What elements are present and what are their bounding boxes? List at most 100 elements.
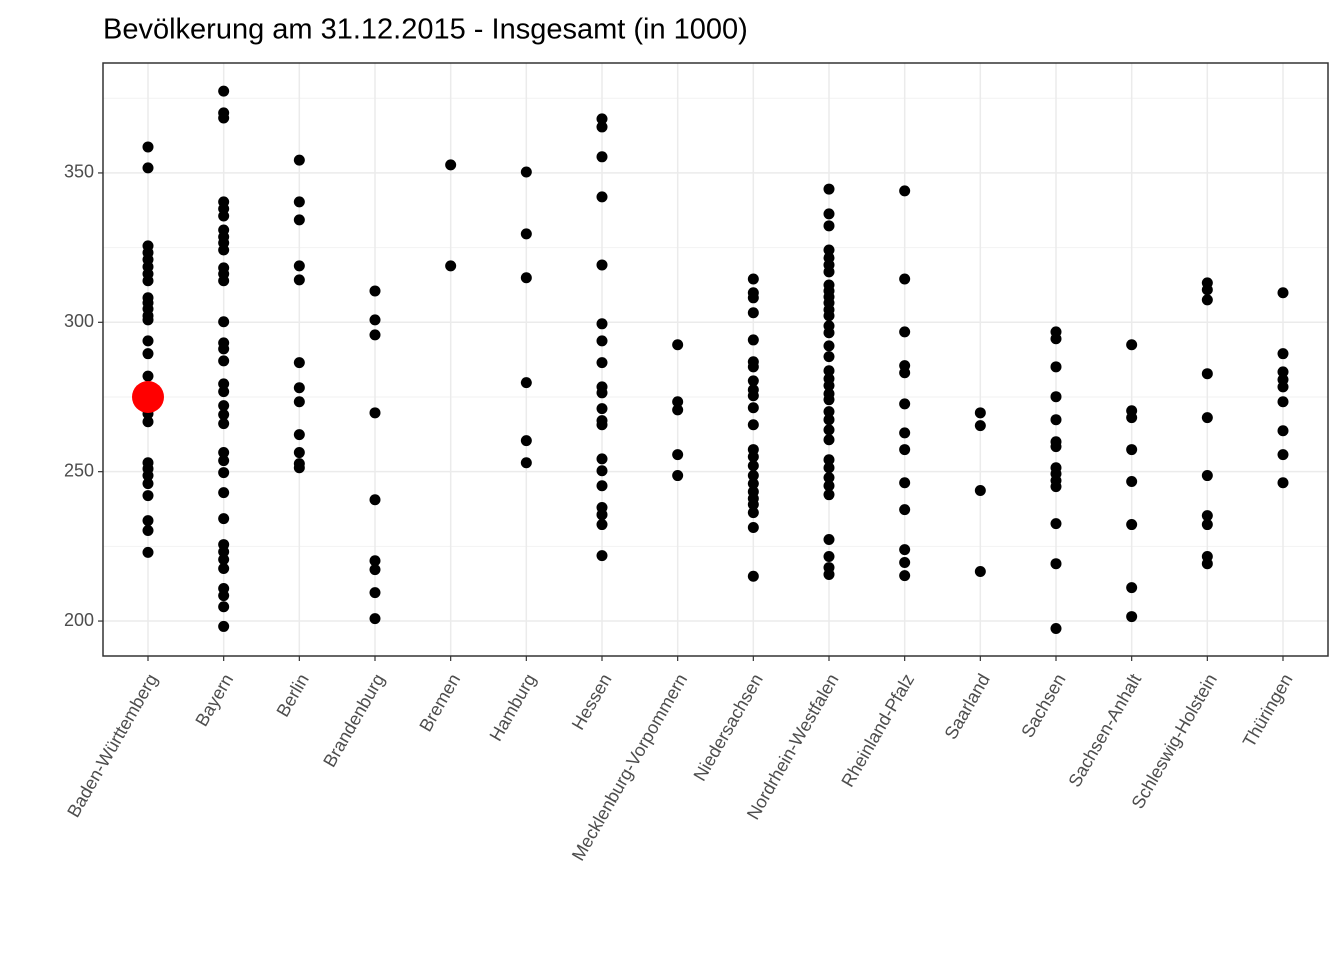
data-point bbox=[747, 470, 759, 482]
data-point bbox=[899, 556, 911, 568]
data-point bbox=[142, 314, 154, 326]
data-point bbox=[899, 427, 911, 439]
data-point bbox=[218, 343, 230, 355]
data-point bbox=[293, 396, 305, 408]
x-tick-label: Sachsen bbox=[1017, 670, 1069, 741]
data-point bbox=[142, 370, 154, 382]
data-point bbox=[899, 367, 911, 379]
data-point bbox=[218, 85, 230, 97]
data-point bbox=[596, 357, 608, 369]
data-point bbox=[1050, 623, 1062, 635]
data-point bbox=[899, 273, 911, 285]
data-point bbox=[1050, 333, 1062, 345]
data-point bbox=[823, 208, 835, 220]
data-point bbox=[1126, 611, 1138, 623]
data-point bbox=[142, 275, 154, 287]
data-point bbox=[899, 544, 911, 556]
x-tick-label: Hamburg bbox=[486, 670, 540, 744]
data-point bbox=[823, 340, 835, 352]
data-point bbox=[369, 314, 381, 326]
data-point bbox=[596, 259, 608, 271]
data-point bbox=[218, 275, 230, 287]
data-point bbox=[899, 444, 911, 456]
data-point bbox=[293, 462, 305, 474]
data-point bbox=[293, 382, 305, 394]
data-point bbox=[293, 154, 305, 166]
data-point bbox=[596, 191, 608, 203]
data-point bbox=[899, 185, 911, 197]
data-point bbox=[823, 533, 835, 545]
data-point bbox=[1277, 287, 1289, 299]
x-tick-label: Hessen bbox=[568, 670, 616, 733]
data-point bbox=[747, 451, 759, 463]
data-point bbox=[823, 327, 835, 339]
data-point bbox=[1050, 361, 1062, 373]
data-point bbox=[823, 244, 835, 256]
data-point bbox=[1126, 476, 1138, 488]
data-point bbox=[747, 522, 759, 534]
data-point bbox=[142, 348, 154, 360]
data-point bbox=[747, 390, 759, 402]
data-point bbox=[369, 555, 381, 567]
data-point bbox=[974, 420, 986, 432]
data-point bbox=[218, 112, 230, 124]
data-point bbox=[823, 472, 835, 484]
data-point bbox=[218, 210, 230, 222]
data-point bbox=[596, 318, 608, 330]
data-point bbox=[218, 546, 230, 558]
data-point bbox=[1201, 519, 1213, 531]
data-point bbox=[899, 504, 911, 516]
data-point bbox=[218, 447, 230, 459]
data-point bbox=[218, 562, 230, 574]
data-point bbox=[823, 351, 835, 363]
plot-border bbox=[102, 62, 1329, 657]
data-point bbox=[747, 570, 759, 582]
x-tick-label: Sachsen-Anhalt bbox=[1064, 670, 1145, 790]
data-point bbox=[823, 489, 835, 501]
data-point bbox=[974, 484, 986, 496]
data-point bbox=[1277, 381, 1289, 393]
data-point bbox=[1277, 477, 1289, 489]
data-point bbox=[293, 274, 305, 286]
data-point bbox=[218, 513, 230, 525]
data-point bbox=[142, 470, 154, 482]
data-point bbox=[218, 244, 230, 256]
data-point bbox=[823, 406, 835, 418]
chart-title: Bevölkerung am 31.12.2015 - Insgesamt (i… bbox=[103, 14, 748, 46]
data-point bbox=[974, 565, 986, 577]
data-point bbox=[899, 570, 911, 582]
x-tick-label: Brandenburg bbox=[319, 670, 388, 770]
data-point bbox=[596, 550, 608, 562]
data-point bbox=[293, 260, 305, 272]
data-point bbox=[218, 316, 230, 328]
data-point bbox=[672, 404, 684, 416]
data-point bbox=[445, 159, 457, 171]
data-point bbox=[142, 546, 154, 558]
data-point bbox=[596, 113, 608, 125]
data-point bbox=[1277, 348, 1289, 360]
data-point bbox=[823, 454, 835, 466]
data-point bbox=[142, 416, 154, 428]
data-point bbox=[520, 166, 532, 178]
data-point bbox=[369, 329, 381, 341]
data-point bbox=[596, 121, 608, 133]
data-point bbox=[218, 455, 230, 467]
x-tick-label: Baden-Württemberg bbox=[63, 670, 161, 820]
y-tick-label: 300 bbox=[64, 311, 94, 331]
data-point bbox=[369, 613, 381, 625]
x-tick-label: Berlin bbox=[273, 670, 313, 720]
data-point bbox=[672, 339, 684, 351]
data-point bbox=[293, 357, 305, 369]
data-point bbox=[596, 519, 608, 531]
data-point bbox=[823, 424, 835, 436]
data-point bbox=[218, 378, 230, 390]
x-tick-label: Niedersachsen bbox=[690, 670, 767, 784]
data-point bbox=[823, 568, 835, 580]
data-point bbox=[1201, 284, 1213, 296]
data-point bbox=[823, 380, 835, 392]
data-point bbox=[1277, 396, 1289, 408]
data-point bbox=[1050, 441, 1062, 453]
data-point bbox=[293, 447, 305, 459]
data-point bbox=[747, 499, 759, 511]
